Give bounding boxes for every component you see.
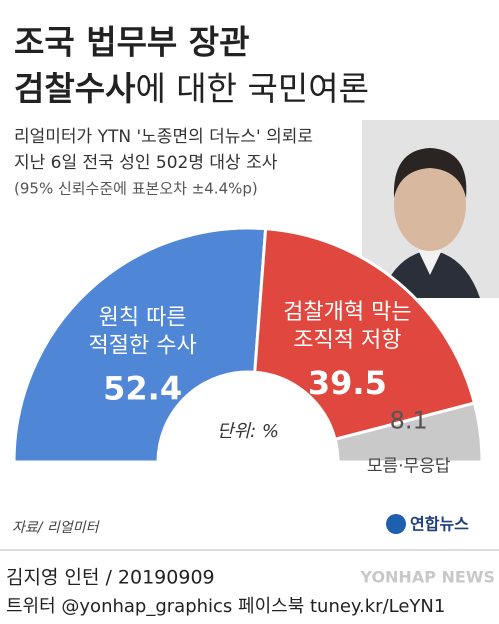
logo-mark — [386, 514, 406, 534]
title-line-1: 조국 법무부 장관 — [14, 23, 250, 62]
portrait — [362, 120, 499, 298]
value-label: 8.1 — [390, 406, 428, 434]
category-label: 조직적 저항 — [293, 328, 401, 353]
donut-hole — [159, 373, 337, 551]
subtitle: 리얼미터가 YTN '노종면의 더뉴스' 의뢰로 — [14, 127, 313, 147]
title-bold: 검찰수사 — [14, 69, 136, 108]
category-label: 적절한 수사 — [89, 333, 197, 358]
subtitle: 지난 6일 전국 성인 502명 대상 조사 — [14, 153, 278, 173]
slice — [12, 226, 268, 464]
slice — [253, 227, 477, 442]
category-label: 원칙 따른 — [99, 305, 187, 330]
category-label: 검찰개혁 막는 — [283, 300, 411, 325]
social: 트위터 @yonhap_graphics 페이스북 tuney.kr/LeYN1 — [6, 596, 445, 617]
value-label: 52.4 — [103, 369, 182, 407]
watermark: YONHAP NEWS — [359, 568, 495, 587]
source: 자료/ 리얼미터 — [12, 520, 101, 536]
credit: 김지영 인턴 / 20190909 — [6, 567, 215, 589]
title-line-2: 검찰수사에 대한 국민여론 — [14, 69, 369, 108]
category-label: 모름·무응답 — [367, 456, 451, 476]
slice — [333, 401, 484, 464]
logo: 연합뉴스 — [410, 515, 469, 534]
title-rest: 에 대한 국민여론 — [135, 69, 369, 108]
subtitle-note: (95% 신뢰수준에 표본오차 ±4.4%p) — [14, 180, 258, 198]
unit-label: 단위: % — [217, 421, 279, 442]
value-label: 39.5 — [308, 364, 387, 402]
